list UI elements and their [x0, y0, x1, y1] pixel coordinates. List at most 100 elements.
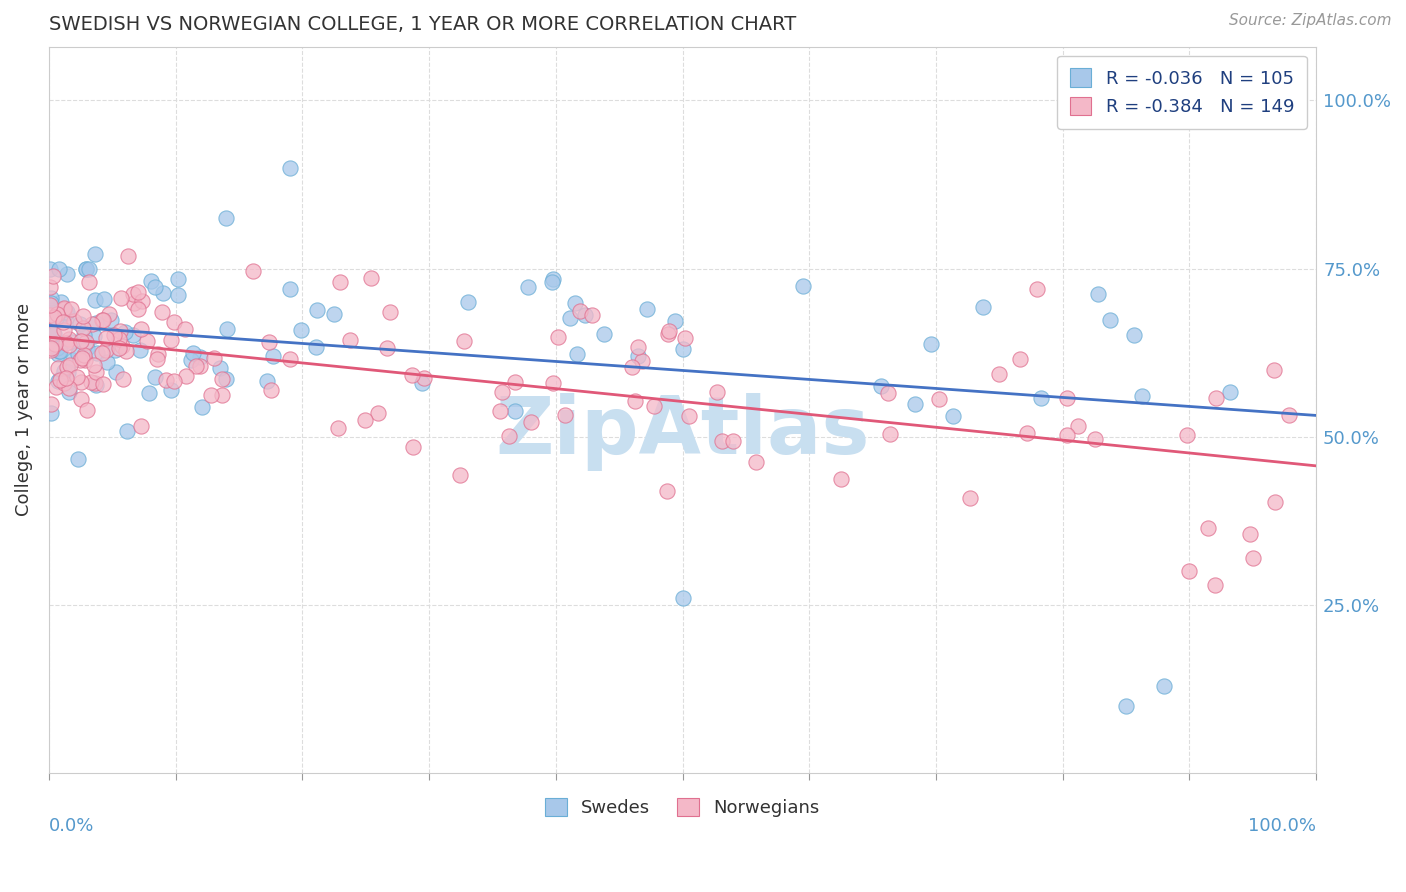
Point [547, 330, 569, 344]
Point [581, 308, 603, 322]
Point [73, 348, 96, 362]
Point [242, 263, 264, 277]
Point [163, 315, 186, 329]
Point [671, 591, 693, 606]
Point [84, 316, 107, 330]
Point [49, 295, 72, 310]
Point [215, 322, 238, 336]
Point [928, 392, 950, 407]
Point [904, 397, 927, 411]
Text: ZipAtlas: ZipAtlas [495, 392, 870, 471]
Point [135, 334, 157, 349]
Point [505, 403, 527, 417]
Point [1130, 389, 1153, 403]
Point [55, 310, 77, 325]
Point [49, 344, 72, 359]
Point [636, 302, 658, 317]
Point [1204, 578, 1226, 592]
Point [42, 310, 65, 324]
Point [792, 279, 814, 293]
Point [278, 352, 301, 367]
Text: 0.0%: 0.0% [49, 817, 94, 835]
Point [100, 313, 122, 327]
Point [1010, 351, 1032, 366]
Point [127, 301, 149, 316]
Point [42, 326, 65, 341]
Point [104, 365, 127, 379]
Point [70, 351, 93, 366]
Point [1056, 391, 1078, 405]
Point [111, 372, 134, 386]
Point [160, 333, 183, 347]
Point [541, 376, 564, 390]
Point [84, 293, 107, 307]
Point [167, 272, 190, 286]
Point [541, 276, 564, 290]
Point [657, 483, 679, 498]
Point [620, 359, 643, 374]
Point [90, 346, 112, 360]
Point [558, 310, 581, 325]
Point [108, 332, 131, 346]
Point [519, 415, 541, 429]
Point [75, 262, 97, 277]
Point [658, 324, 681, 338]
Point [94, 343, 117, 357]
Point [48, 374, 70, 388]
Point [491, 385, 513, 400]
Point [375, 341, 398, 355]
Point [48, 344, 70, 359]
Point [72, 321, 94, 335]
Point [108, 325, 131, 339]
Point [91, 376, 114, 391]
Point [657, 326, 679, 341]
Point [39, 291, 62, 305]
Point [77, 275, 100, 289]
Point [75, 261, 97, 276]
Y-axis label: College, 1 year or more: College, 1 year or more [15, 303, 32, 516]
Point [574, 308, 596, 322]
Point [323, 307, 346, 321]
Point [55, 371, 77, 385]
Point [1197, 521, 1219, 535]
Point [121, 328, 143, 343]
Point [70, 334, 93, 349]
Point [56, 305, 79, 319]
Point [148, 347, 170, 361]
Point [46, 337, 69, 351]
Point [52, 324, 75, 338]
Point [58, 384, 80, 399]
Point [278, 282, 301, 296]
Point [58, 381, 80, 395]
Point [67, 347, 90, 361]
Point [39, 343, 62, 357]
Point [517, 280, 540, 294]
Point [45, 341, 67, 355]
Point [1239, 527, 1261, 541]
Point [41, 303, 63, 318]
Point [174, 322, 197, 336]
Point [58, 338, 80, 352]
Point [55, 336, 77, 351]
Point [59, 358, 82, 372]
Point [117, 249, 139, 263]
Point [503, 375, 526, 389]
Point [39, 296, 62, 310]
Point [138, 386, 160, 401]
Point [360, 270, 382, 285]
Point [103, 327, 125, 342]
Point [1115, 698, 1137, 713]
Point [48, 261, 70, 276]
Point [48, 339, 70, 353]
Point [44, 337, 66, 351]
Point [830, 472, 852, 486]
Point [1278, 408, 1301, 422]
Point [290, 324, 312, 338]
Point [159, 384, 181, 398]
Point [593, 326, 616, 341]
Point [143, 369, 166, 384]
Point [39, 262, 62, 277]
Point [69, 375, 91, 389]
Point [80, 376, 103, 390]
Point [554, 408, 576, 422]
